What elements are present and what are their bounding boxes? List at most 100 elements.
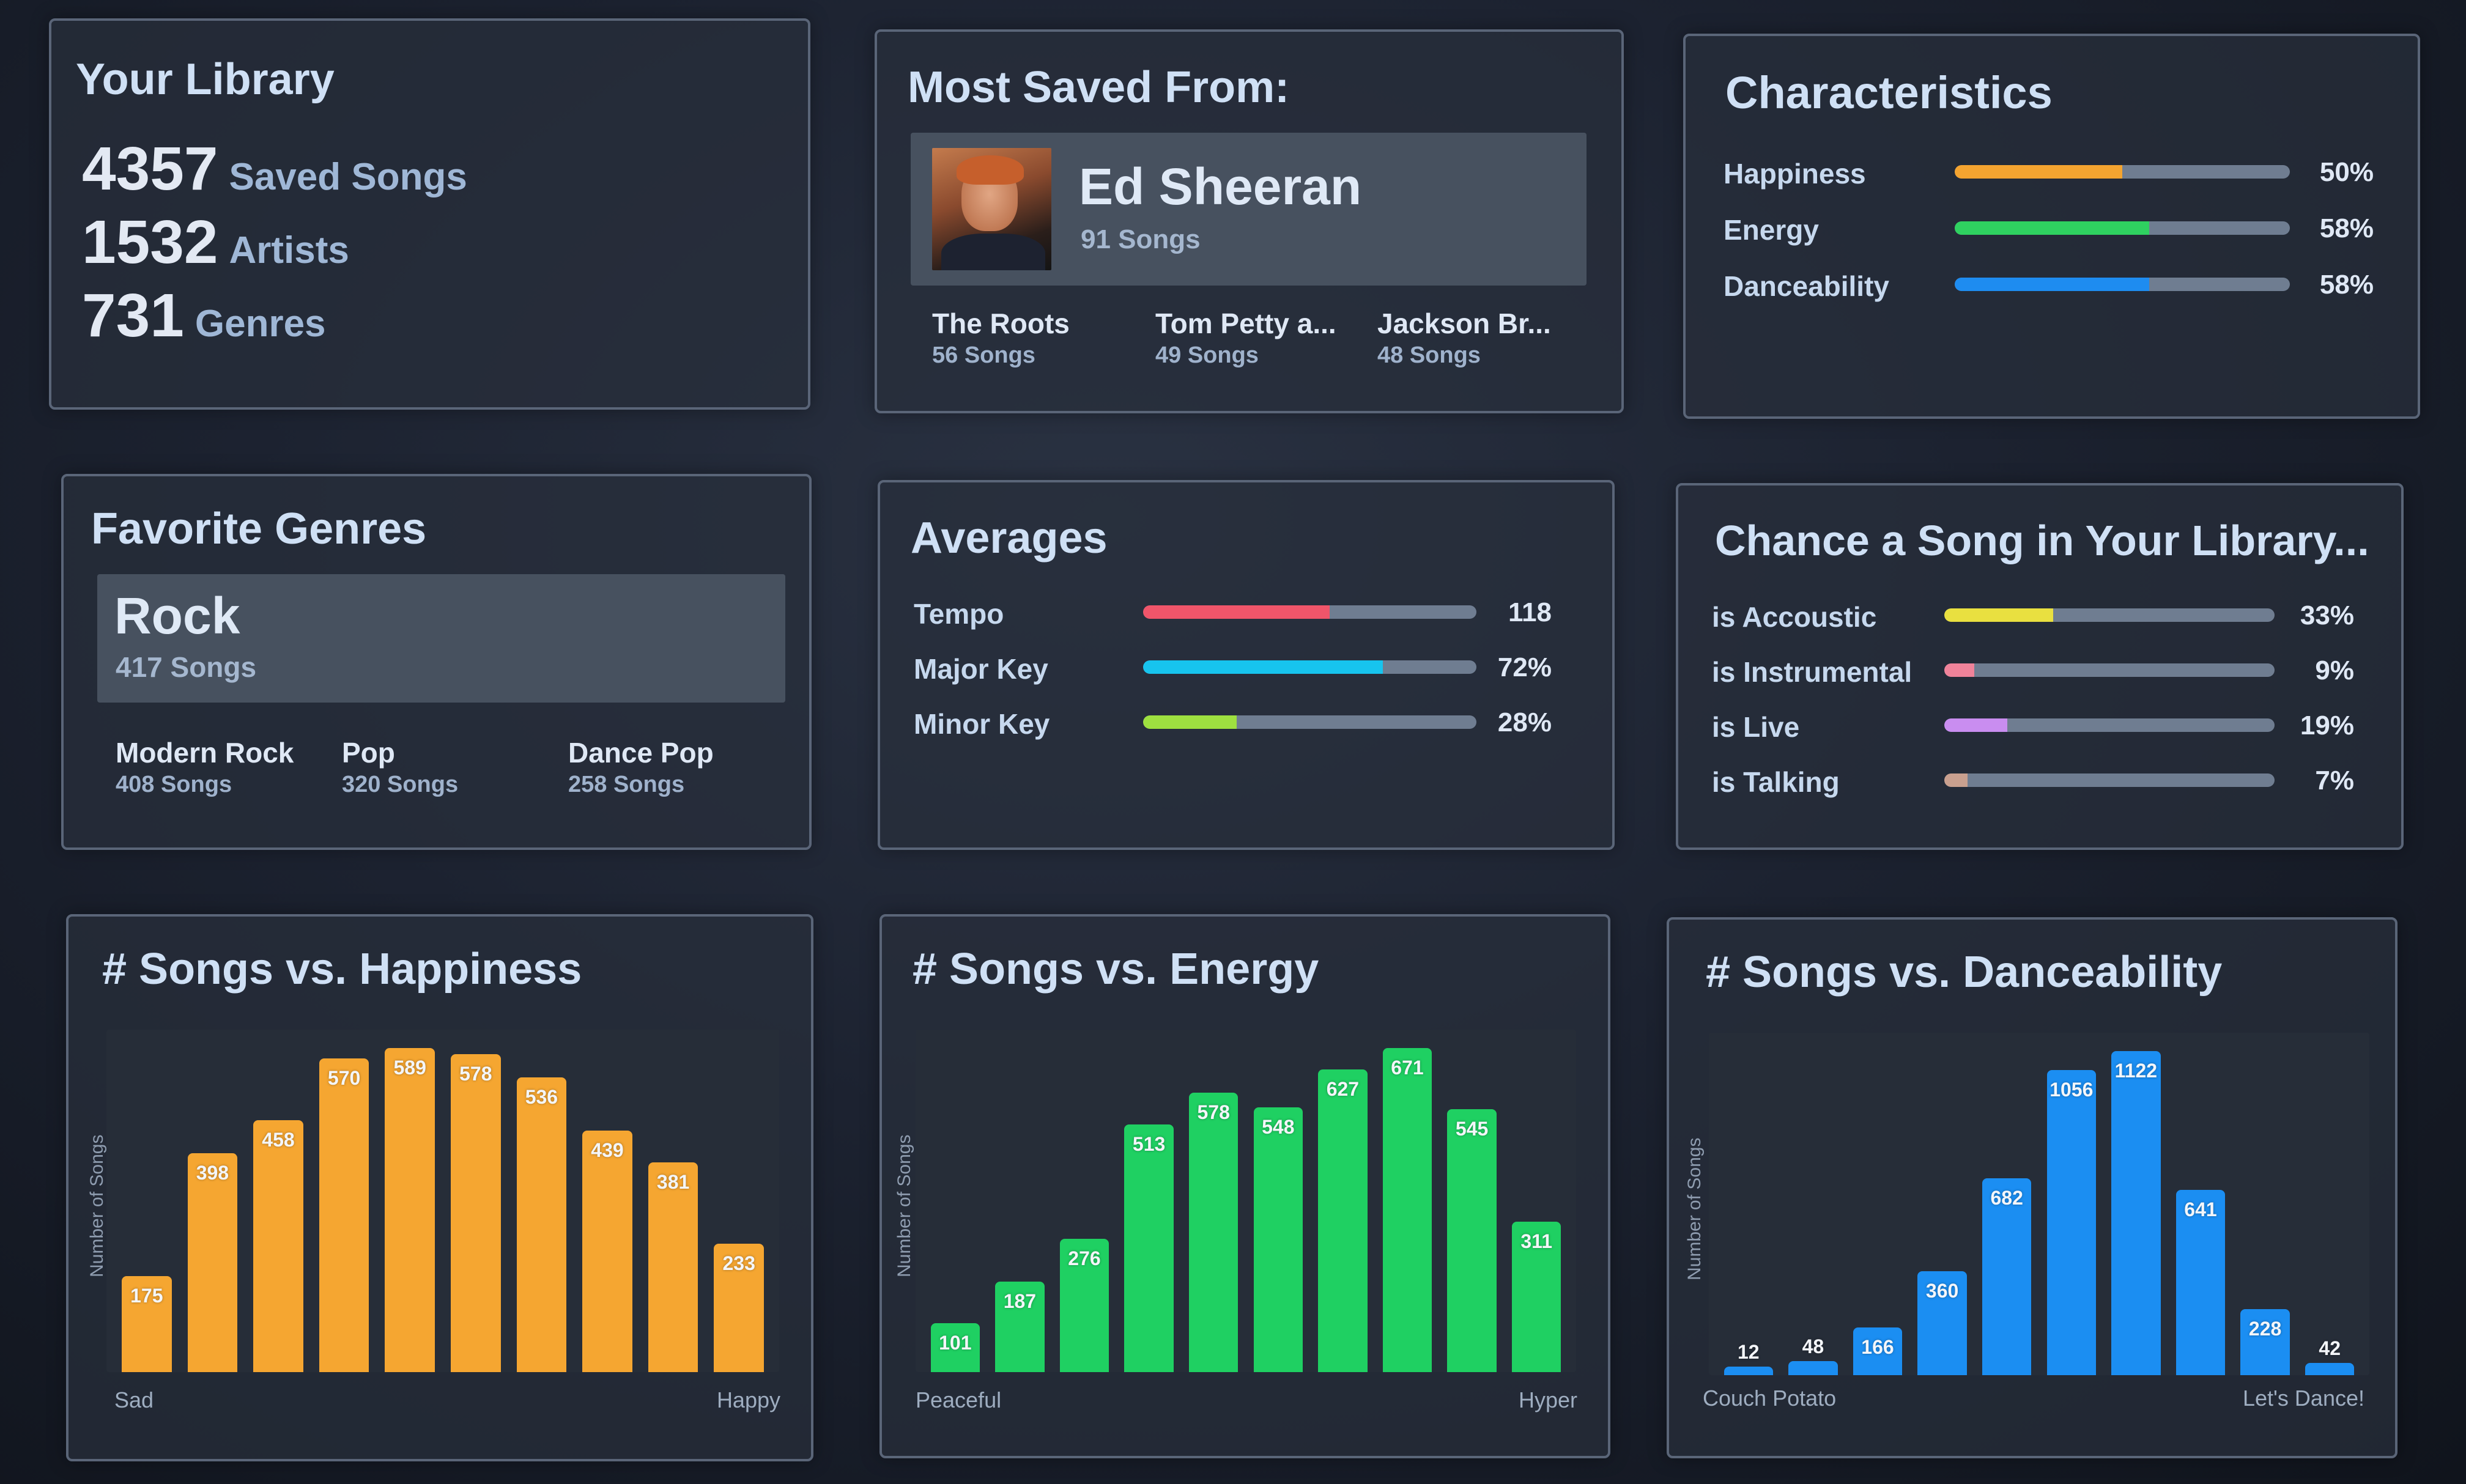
- artist-item-the-roots[interactable]: The Roots 56 Songs: [932, 307, 1070, 369]
- stat-label: Genres: [194, 303, 326, 345]
- averages-progress-track: [1143, 605, 1476, 619]
- artist-avatar: [932, 148, 1051, 270]
- histogram-bar[interactable]: [516, 1077, 567, 1372]
- genre-name: Dance Pop: [568, 737, 714, 769]
- stat-value: 4357: [82, 135, 218, 203]
- stat-genres: 731 Genres: [82, 281, 326, 351]
- histogram-bar[interactable]: [2111, 1051, 2161, 1375]
- y-axis-label: Number of Songs: [87, 1134, 107, 1277]
- chance-row-label: is Instrumental: [1712, 656, 1912, 688]
- genre-item-pop[interactable]: Pop 320 Songs: [342, 736, 458, 798]
- characteristics-title: Characteristics: [1725, 67, 2053, 118]
- chance-progress-fill: [1944, 663, 1974, 677]
- bar-value-label: 276: [1068, 1247, 1101, 1269]
- histogram-bar[interactable]: [930, 1323, 980, 1372]
- histogram-bar[interactable]: [2175, 1190, 2226, 1375]
- characteristics-panel: Characteristics Happiness 50% Energy 58% Dan…: [1683, 34, 2420, 419]
- bar-value-label: 439: [591, 1139, 624, 1161]
- histogram-bar[interactable]: [319, 1058, 369, 1372]
- histogram-bar[interactable]: [1318, 1069, 1368, 1372]
- happiness-chart-title: # Songs vs. Happiness: [102, 945, 582, 994]
- histogram-bar[interactable]: [121, 1275, 172, 1372]
- bar-value-label: 548: [1262, 1116, 1295, 1139]
- bar-value-label: 458: [262, 1128, 295, 1151]
- genre-count: 258 Songs: [568, 772, 685, 797]
- genre-count: 320 Songs: [342, 772, 459, 797]
- stat-artists: 1532 Artists: [82, 207, 349, 278]
- characteristics-row-value: 58%: [2319, 270, 2374, 300]
- artist-item-tom-petty[interactable]: Tom Petty a... 49 Songs: [1155, 307, 1336, 369]
- genre-item-dance-pop[interactable]: Dance Pop 258 Songs: [568, 736, 714, 798]
- histogram-bar[interactable]: [450, 1054, 501, 1372]
- histogram-bar[interactable]: [2240, 1309, 2290, 1375]
- stat-value: 1532: [82, 208, 218, 276]
- x-axis-start-label: Couch Potato: [1703, 1386, 1837, 1411]
- genre-count: 408 Songs: [116, 772, 232, 797]
- x-axis-end-label: Happy: [716, 1387, 780, 1412]
- characteristics-row-label: Danceability: [1724, 270, 1889, 302]
- bar-value-label: 187: [1003, 1290, 1037, 1313]
- histogram-bar[interactable]: [1724, 1367, 1773, 1375]
- x-axis-end-label: Let's Dance!: [2243, 1386, 2364, 1411]
- histogram-bar[interactable]: [648, 1162, 698, 1372]
- histogram-bar[interactable]: [714, 1244, 765, 1372]
- bar-value-label: 381: [656, 1171, 690, 1194]
- artist-name: Tom Petty a...: [1155, 308, 1336, 339]
- library-title: Your Library: [76, 55, 335, 104]
- bar-value-label: 233: [722, 1252, 755, 1275]
- top-artist-card[interactable]: Ed Sheeran 91 Songs: [911, 133, 1587, 286]
- bar-value-label: 578: [1197, 1101, 1230, 1124]
- histogram-bar[interactable]: [1382, 1048, 1432, 1372]
- chance-progress-track: [1944, 718, 2275, 732]
- averages-progress-fill: [1143, 715, 1237, 729]
- histogram-bar[interactable]: [1189, 1093, 1239, 1372]
- characteristics-progress-track: [1955, 221, 2290, 235]
- histogram-bar[interactable]: [1059, 1238, 1109, 1372]
- chance-progress-fill: [1944, 608, 2054, 622]
- bar-value-label: 12: [1738, 1341, 1760, 1363]
- bar-value-label: 570: [327, 1067, 361, 1090]
- library-panel: Your Library 4357 Saved Songs 1532 Artists…: [49, 18, 810, 410]
- histogram-bar[interactable]: [1788, 1361, 1838, 1375]
- histogram-bar[interactable]: [1853, 1327, 1903, 1375]
- chance-row-value: 33%: [2300, 600, 2354, 630]
- histogram-bar[interactable]: [187, 1153, 238, 1372]
- averages-panel: Averages Tempo 118 Major Key 72% Minor Key 28…: [878, 480, 1615, 850]
- bar-value-label: 545: [1455, 1117, 1489, 1140]
- top-genre-card[interactable]: Rock 417 Songs: [97, 574, 785, 703]
- characteristics-progress-fill: [1955, 165, 2122, 179]
- histogram-bar[interactable]: [385, 1048, 435, 1372]
- stat-label: Artists: [229, 229, 349, 271]
- histogram-bar[interactable]: [1917, 1271, 1967, 1375]
- averages-progress-fill: [1143, 605, 1330, 619]
- histogram-bar[interactable]: [1447, 1109, 1497, 1372]
- histogram-bar[interactable]: [253, 1120, 303, 1372]
- histogram-bar[interactable]: [1982, 1178, 2032, 1375]
- avatar-hair: [957, 155, 1024, 185]
- genre-item-modern-rock[interactable]: Modern Rock 408 Songs: [116, 736, 294, 798]
- histogram-bar[interactable]: [1124, 1124, 1174, 1372]
- artist-name: Jackson Br...: [1377, 308, 1551, 339]
- bar-value-label: 1056: [2049, 1079, 2094, 1101]
- histogram-bar[interactable]: [1253, 1107, 1303, 1372]
- artist-count: 48 Songs: [1377, 342, 1481, 368]
- avatar-body: [941, 234, 1045, 270]
- characteristics-row-label: Happiness: [1724, 158, 1866, 190]
- averages-title: Averages: [911, 514, 1108, 563]
- chance-row-label: is Talking: [1712, 766, 1840, 798]
- chance-row-value: 19%: [2300, 711, 2354, 740]
- histogram-bar[interactable]: [2046, 1070, 2096, 1375]
- bar-value-label: 101: [939, 1332, 972, 1354]
- histogram-bar[interactable]: [1512, 1222, 1561, 1372]
- chance-progress-fill: [1944, 718, 2007, 732]
- stat-value: 731: [82, 281, 184, 350]
- histogram-bar[interactable]: [995, 1282, 1045, 1372]
- chance-row-value: 9%: [2315, 655, 2354, 685]
- x-axis-start-label: Peaceful: [916, 1387, 1002, 1412]
- histogram-bar[interactable]: [582, 1130, 632, 1372]
- chance-panel: Chance a Song in Your Library... is Acco…: [1676, 483, 2404, 850]
- averages-row-label: Major Key: [914, 653, 1048, 685]
- artist-item-jackson-browne[interactable]: Jackson Br... 48 Songs: [1377, 307, 1551, 369]
- histogram-bar[interactable]: [2305, 1363, 2355, 1375]
- most-saved-panel: Most Saved From: Ed Sheeran 91 Songs The…: [875, 29, 1624, 413]
